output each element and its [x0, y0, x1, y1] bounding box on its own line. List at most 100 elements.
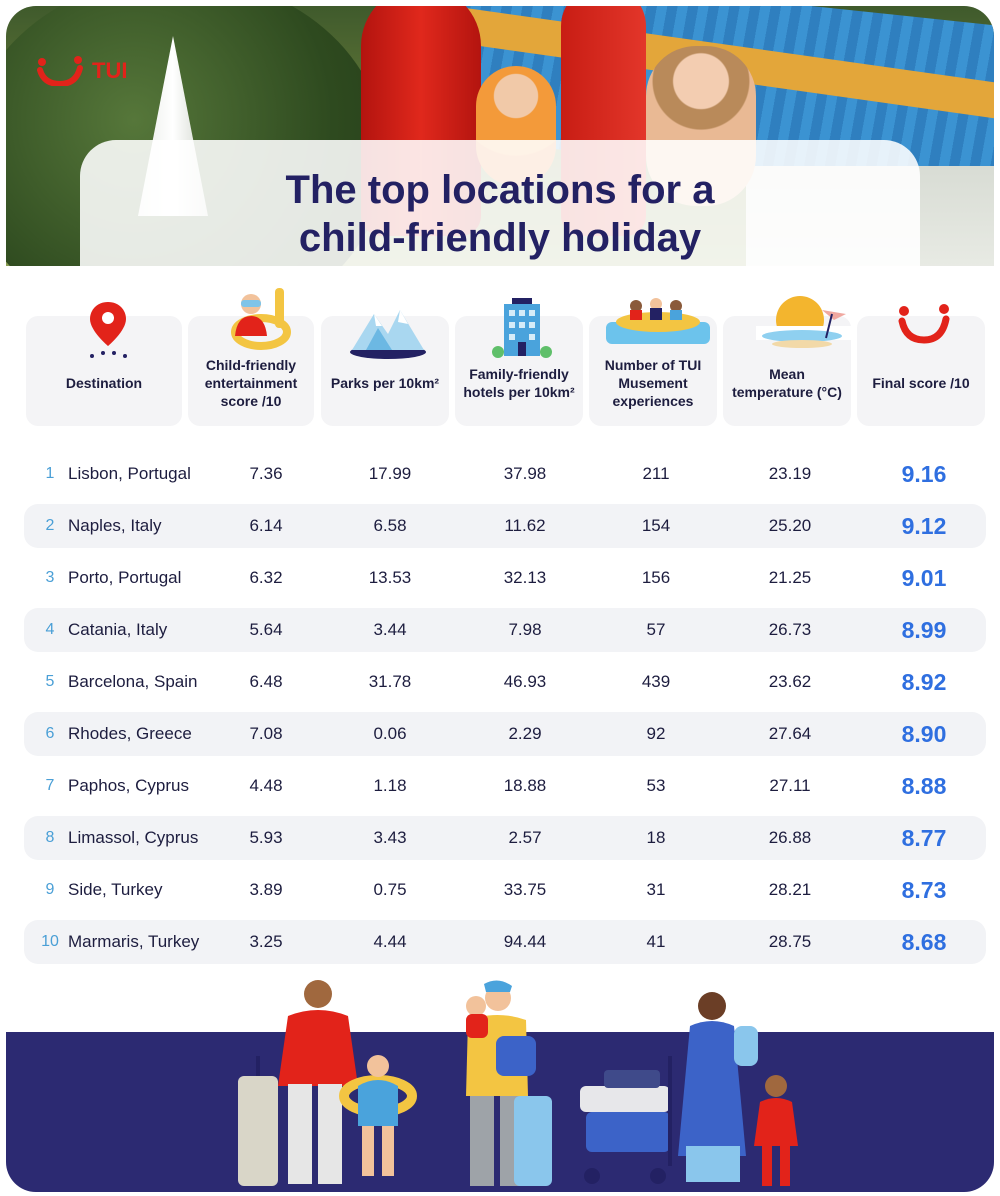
hotels-value: 33.75	[503, 880, 547, 899]
final-score: 8.88	[901, 772, 947, 799]
traveller-mum-icon	[678, 992, 758, 1182]
travellers-illustration	[238, 980, 798, 1186]
title-line-2: child-friendly holiday	[298, 216, 702, 260]
destination: Catania, Italy	[68, 620, 168, 639]
final-score: 8.90	[901, 720, 947, 747]
experiences-value: 154	[641, 516, 671, 535]
temperature-value: 27.11	[769, 776, 811, 795]
sunset-icon	[756, 296, 852, 348]
entertainment-score: 7.36	[249, 464, 283, 483]
destination: Porto, Portugal	[68, 568, 182, 587]
experiences-value: 18	[646, 828, 666, 847]
parks-value: 0.06	[373, 724, 407, 743]
child-float-icon	[231, 288, 291, 350]
parks-value: 17.99	[368, 464, 412, 483]
parks-value: 31.78	[368, 672, 412, 691]
hotels-value: 7.98	[508, 620, 542, 639]
entertainment-score: 6.32	[249, 568, 283, 587]
table-header: Destination Child-friendly entertainment…	[26, 276, 986, 436]
temperature-value: 21.25	[768, 568, 812, 587]
temperature-value: 27.64	[768, 724, 812, 743]
final-score: 8.77	[901, 824, 947, 851]
parks-value: 3.44	[373, 620, 407, 639]
traveller-luggage-cart-icon	[580, 1056, 672, 1184]
experiences-value: 31	[646, 880, 666, 899]
rank: 7	[45, 777, 55, 794]
table-row: 9 Side, Turkey 3.89 0.75 33.75 31 28.21 …	[24, 868, 986, 912]
entertainment-score: 5.93	[249, 828, 283, 847]
parks-value: 0.75	[373, 880, 407, 899]
destination: Lisbon, Portugal	[68, 464, 191, 483]
table-row: 1 Lisbon, Portugal 7.36 17.99 37.98 211 …	[24, 452, 986, 496]
final-score: 8.73	[901, 876, 947, 903]
rank: 6	[45, 725, 55, 742]
table-row: 10 Marmaris, Turkey 3.25 4.44 94.44 41 2…	[24, 920, 986, 964]
temperature-value: 25.20	[768, 516, 812, 535]
table-row: 3 Porto, Portugal 6.32 13.53 32.13 156 2…	[24, 556, 986, 600]
destination: Limassol, Cyprus	[68, 828, 199, 847]
hotels-value: 46.93	[503, 672, 547, 691]
destination: Marmaris, Turkey	[68, 932, 200, 951]
table-row: 2 Naples, Italy 6.14 6.58 11.62 154 25.2…	[24, 504, 986, 548]
experiences-value: 92	[646, 724, 666, 743]
final-score: 8.99	[901, 616, 947, 643]
header-score: Final score /10	[857, 316, 985, 426]
parks-value: 3.43	[373, 828, 407, 847]
hotels-value: 11.62	[504, 516, 546, 535]
entertainment-score: 7.08	[249, 724, 283, 743]
title-card	[80, 140, 920, 340]
hotel-icon	[492, 298, 552, 358]
logo-text: TUI	[92, 58, 128, 83]
rank: 8	[45, 829, 55, 846]
traveller-girl-icon	[754, 1075, 798, 1186]
traveller-parent-baby-icon	[466, 980, 552, 1186]
rank: 10	[41, 933, 59, 950]
final-score: 9.16	[901, 460, 947, 487]
tui-smile-icon	[37, 56, 83, 86]
hotels-value: 37.98	[503, 464, 547, 483]
destination: Side, Turkey	[68, 880, 163, 899]
destination: Naples, Italy	[68, 516, 162, 535]
temperature-value: 28.75	[768, 932, 812, 951]
temperature-value: 28.21	[768, 880, 812, 899]
hotels-value: 18.88	[503, 776, 547, 795]
page-title: The top locations for a child-friendly h…	[6, 166, 994, 262]
final-score: 8.68	[901, 928, 947, 955]
rank: 1	[45, 465, 55, 482]
rank: 3	[45, 569, 55, 586]
tui-smile-icon	[898, 304, 950, 344]
temperature-value: 23.19	[768, 464, 812, 483]
destination: Rhodes, Greece	[68, 724, 192, 743]
experiences-value: 57	[646, 620, 666, 639]
final-score: 9.01	[901, 564, 947, 591]
destination: Paphos, Cyprus	[68, 776, 189, 795]
rank: 5	[45, 673, 55, 690]
entertainment-score: 3.89	[249, 880, 283, 899]
raft-icon	[606, 298, 710, 344]
entertainment-score: 3.25	[249, 932, 283, 951]
parks-value: 13.53	[368, 568, 412, 587]
temperature-value: 23.62	[768, 672, 812, 691]
table-row: 6 Rhodes, Greece 7.08 0.06 2.29 92 27.64…	[24, 712, 986, 756]
infographic: TUI The top locations for a child-friend…	[6, 6, 994, 1192]
temperature-value: 26.73	[768, 620, 812, 639]
experiences-value: 439	[641, 672, 671, 691]
experiences-value: 211	[642, 464, 670, 483]
table-row: 7 Paphos, Cyprus 4.48 1.18 18.88 53 27.1…	[24, 764, 986, 808]
parks-value: 4.44	[373, 932, 407, 951]
parks-value: 1.18	[373, 776, 407, 795]
location-pin-icon	[90, 302, 127, 358]
entertainment-score: 6.48	[249, 672, 283, 691]
experiences-value: 41	[646, 932, 666, 951]
traveller-child-icon	[339, 1055, 417, 1176]
destination: Barcelona, Spain	[68, 672, 198, 691]
hotels-value: 2.57	[508, 828, 542, 847]
traveller-dad-icon	[238, 980, 358, 1186]
table-row: 8 Limassol, Cyprus 5.93 3.43 2.57 18 26.…	[24, 816, 986, 860]
hotels-value: 2.29	[508, 724, 542, 743]
parks-value: 6.58	[373, 516, 407, 535]
table-row: 5 Barcelona, Spain 6.48 31.78 46.93 439 …	[24, 660, 986, 704]
hotels-value: 32.13	[503, 568, 547, 587]
entertainment-score: 6.14	[249, 516, 283, 535]
rank: 9	[45, 881, 55, 898]
